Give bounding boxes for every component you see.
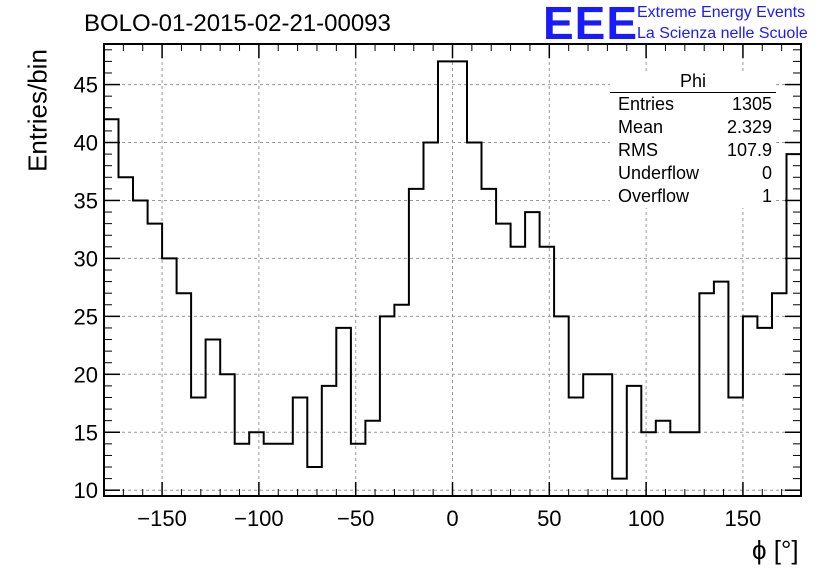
histogram-bin — [235, 444, 250, 496]
stats-row-mean: Mean 2.329 — [610, 116, 776, 139]
histogram-bin — [177, 293, 192, 496]
x-axis-label: ϕ [°] — [752, 535, 799, 565]
histogram-bin — [264, 444, 279, 496]
histogram-bin — [119, 177, 134, 496]
histogram-bin — [699, 293, 714, 496]
histogram-bin — [278, 444, 293, 496]
stats-value: 1 — [761, 186, 772, 206]
histogram-bin — [772, 293, 787, 496]
x-tick-label: 150 — [725, 506, 762, 531]
logo-line-1: Extreme Energy Events — [637, 4, 806, 21]
histogram-bin — [307, 467, 322, 496]
histogram-bin — [133, 200, 148, 496]
stats-value: 0 — [761, 163, 772, 183]
stats-box-title: Phi — [610, 72, 776, 93]
histogram-bin — [743, 316, 758, 496]
histogram-bin — [438, 61, 453, 496]
histogram-bin — [162, 258, 177, 496]
histogram-bin — [467, 143, 482, 496]
histogram-bin — [104, 119, 119, 496]
histogram-bin — [453, 61, 468, 496]
y-tick-label: 25 — [74, 304, 98, 329]
stats-box: Phi Entries 1305 Mean 2.329 RMS 107.9 Un… — [610, 72, 776, 208]
x-tick-label: 0 — [446, 506, 458, 531]
stats-label: RMS — [618, 140, 658, 160]
x-tick-label: 100 — [628, 506, 665, 531]
logo-line-2: La Scienza nelle Scuole — [637, 25, 808, 42]
histogram-bin — [728, 397, 743, 496]
histogram-bin — [148, 224, 163, 496]
histogram-bin — [220, 374, 235, 496]
stats-value: 107.9 — [726, 140, 772, 160]
histogram-bin — [569, 397, 584, 496]
histogram-bin — [365, 421, 380, 496]
x-tick-label: −150 — [137, 506, 187, 531]
stats-row-underflow: Underflow 0 — [610, 162, 776, 185]
eee-logo: EEE — [543, 0, 639, 49]
y-axis-label: Entries/bin — [22, 49, 53, 172]
stats-value: 1305 — [731, 94, 772, 114]
histogram-bin — [482, 189, 497, 496]
histogram-bin — [641, 432, 656, 496]
histogram-bin — [612, 479, 627, 496]
histogram-bin — [380, 316, 395, 496]
y-tick-label: 40 — [74, 131, 98, 156]
x-tick-label: 50 — [537, 506, 561, 531]
stats-label: Overflow — [618, 186, 690, 206]
stats-label: Mean — [618, 117, 664, 137]
histogram-bin — [394, 305, 409, 496]
histogram-bin — [351, 444, 366, 496]
histogram-bin — [583, 374, 598, 496]
histogram-bin — [206, 340, 221, 496]
stats-row-rms: RMS 107.9 — [610, 139, 776, 162]
histogram-bin — [540, 247, 555, 496]
y-tick-label: 20 — [74, 362, 98, 387]
stats-row-overflow: Overflow 1 — [610, 185, 776, 208]
histogram-bin — [757, 328, 772, 496]
x-tick-label: −100 — [234, 506, 284, 531]
stats-row-entries: Entries 1305 — [610, 93, 776, 116]
histogram-bin — [598, 374, 613, 496]
histogram-bin — [554, 316, 569, 496]
histogram-bin — [423, 143, 438, 496]
y-tick-label: 45 — [74, 73, 98, 98]
histogram-bin — [786, 154, 801, 496]
histogram-bin — [525, 212, 540, 496]
x-tick-label: −50 — [337, 506, 374, 531]
histogram-bin — [714, 282, 729, 496]
chart-title: BOLO-01-2015-02-21-00093 — [84, 10, 391, 37]
y-tick-label: 10 — [74, 478, 98, 503]
histogram-bin — [249, 432, 264, 496]
histogram-bin — [336, 328, 351, 496]
y-tick-label: 35 — [74, 188, 98, 213]
y-tick-label: 15 — [74, 420, 98, 445]
histogram-bin — [627, 386, 642, 496]
histogram-bin — [496, 224, 511, 496]
histogram-bin — [511, 247, 526, 496]
histogram-line — [104, 60, 802, 480]
histogram-bin — [293, 397, 308, 496]
stats-value: 2.329 — [726, 117, 772, 137]
histogram-bin — [656, 421, 671, 496]
y-tick-label: 30 — [74, 246, 98, 271]
stats-label: Underflow — [618, 163, 700, 183]
histogram-bin — [191, 397, 206, 496]
histogram-bin — [685, 432, 700, 496]
histogram-bin — [322, 386, 337, 496]
histogram-bin — [670, 432, 685, 496]
stats-label: Entries — [618, 94, 675, 114]
histogram-bin — [409, 189, 424, 496]
